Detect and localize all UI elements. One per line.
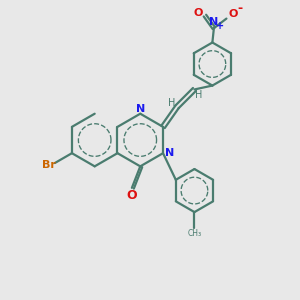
Text: O: O xyxy=(194,8,203,18)
Text: -: - xyxy=(237,2,242,15)
Text: Br: Br xyxy=(43,160,56,170)
Text: N: N xyxy=(209,17,218,27)
Text: H: H xyxy=(168,98,176,108)
Text: O: O xyxy=(127,189,137,202)
Text: N: N xyxy=(136,103,145,114)
Text: CH₃: CH₃ xyxy=(188,229,202,238)
Text: N: N xyxy=(165,148,174,158)
Text: O: O xyxy=(228,9,238,20)
Text: H: H xyxy=(195,89,203,100)
Text: +: + xyxy=(216,21,224,31)
